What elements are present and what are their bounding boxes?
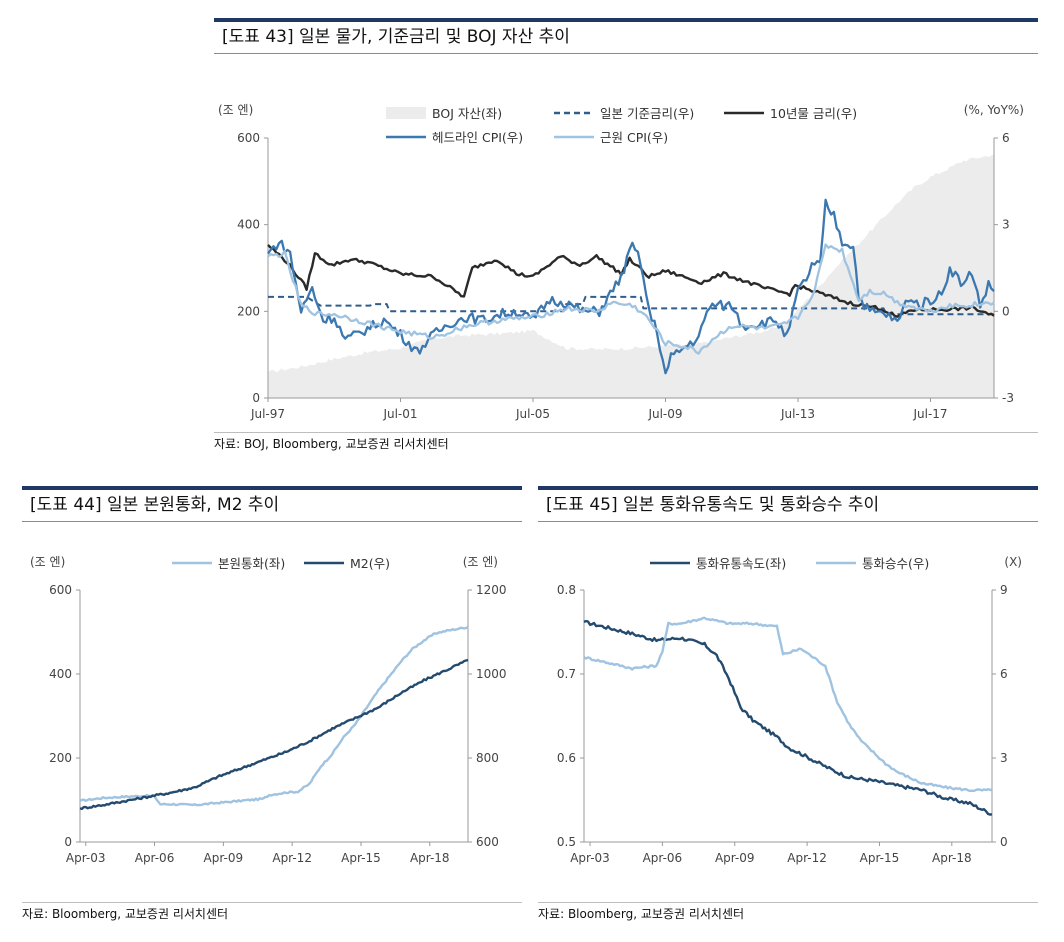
figure-45-title: [도표 45] 일본 통화유통속도 및 통화승수 추이 xyxy=(538,486,1038,522)
legend-label-headline: 헤드라인 CPI(우) xyxy=(432,130,523,145)
x-tick-label: Apr-12 xyxy=(787,851,827,865)
figure-43-chart: 0 200 400 600 -3 0 3 6 Jul-97 Jul-01 Jul-05 Jul-09 J… xyxy=(218,103,1024,421)
figure-45-source: 자료: Bloomberg, 교보증권 리서치센터 xyxy=(538,902,1038,927)
x-tick-label: Apr-09 xyxy=(715,851,755,865)
x-tick-label: Apr-18 xyxy=(410,851,450,865)
x-tick-label: Jul-13 xyxy=(780,407,815,421)
series-velocity-line xyxy=(583,619,993,816)
left-tick-label: 600 xyxy=(49,583,72,597)
legend-label-jgb10: 10년물 금리(우) xyxy=(770,106,857,121)
left-tick-label: 0.6 xyxy=(557,751,576,765)
left-tick-label: 600 xyxy=(237,131,260,145)
left-tick-label: 0.8 xyxy=(557,583,576,597)
right-unit-label: (조 엔) xyxy=(463,555,498,569)
figure-44-chart: 0 200 400 600 600 800 1000 1200 Apr-03 Apr-06 Apr-… xyxy=(30,555,507,865)
right-tick-label: 6 xyxy=(1000,667,1008,681)
legend-label-base: 본원통화(좌) xyxy=(218,556,285,571)
legend-label-velocity: 통화유통속도(좌) xyxy=(696,556,786,571)
x-tick-label: Jul-05 xyxy=(515,407,550,421)
x-tick-label: Apr-03 xyxy=(570,851,610,865)
right-unit-label: (X) xyxy=(1004,555,1022,569)
figure-45-axes: 0.5 0.6 0.7 0.8 0 3 6 9 Apr-03 Apr-06 Apr-09 Apr-12… xyxy=(557,555,1022,865)
legend-label-m2: M2(우) xyxy=(350,556,390,571)
legend-label-policy: 일본 기준금리(우) xyxy=(600,106,694,121)
series-headline-line xyxy=(267,198,995,375)
x-tick-label: Apr-18 xyxy=(932,851,972,865)
x-tick-label: Apr-09 xyxy=(204,851,244,865)
left-tick-label: 400 xyxy=(49,667,72,681)
right-tick-label: -3 xyxy=(1002,391,1014,405)
right-tick-label: 0 xyxy=(1000,835,1008,849)
right-tick-label: 6 xyxy=(1002,131,1010,145)
right-tick-label: 600 xyxy=(476,835,499,849)
x-tick-label: Apr-12 xyxy=(272,851,312,865)
x-tick-label: Jul-17 xyxy=(912,407,947,421)
figure-43-source: 자료: BOJ, Bloomberg, 교보증권 리서치센터 xyxy=(214,432,1038,457)
legend-label-core: 근원 CPI(우) xyxy=(600,130,668,145)
left-tick-label: 0 xyxy=(252,391,260,405)
left-unit-label: (조 엔) xyxy=(30,555,65,569)
right-tick-label: 1200 xyxy=(476,583,507,597)
x-tick-label: Jul-97 xyxy=(250,407,285,421)
left-tick-label: 200 xyxy=(49,751,72,765)
figure-43-axes: 0 200 400 600 -3 0 3 6 Jul-97 Jul-01 Jul-05 Jul-09 J… xyxy=(218,103,1024,421)
right-tick-label: 3 xyxy=(1000,751,1008,765)
series-core-line xyxy=(267,243,995,355)
figure-44-title: [도표 44] 일본 본원통화, M2 추이 xyxy=(22,486,522,522)
series-m2-line xyxy=(79,658,469,811)
figure-43-panel: [도표 43] 일본 물가, 기준금리 및 BOJ 자산 추이 0 200 400 6… xyxy=(214,18,1038,460)
figure-44-source: 자료: Bloomberg, 교보증권 리서치센터 xyxy=(22,902,522,927)
right-tick-label: 800 xyxy=(476,751,499,765)
series-base-line xyxy=(79,625,469,807)
left-tick-label: 400 xyxy=(237,218,260,232)
x-tick-label: Apr-06 xyxy=(643,851,683,865)
left-tick-label: 0 xyxy=(64,835,72,849)
legend-label-multiplier: 통화승수(우) xyxy=(862,556,929,571)
series-jgb10-line xyxy=(267,244,995,318)
right-tick-label: 0 xyxy=(1002,304,1010,318)
series-asset-area xyxy=(268,154,994,398)
right-tick-label: 9 xyxy=(1000,583,1008,597)
figure-43-title: [도표 43] 일본 물가, 기준금리 및 BOJ 자산 추이 xyxy=(214,18,1038,54)
series-policy-line xyxy=(268,295,994,316)
figure-45-panel: [도표 45] 일본 통화유통속도 및 통화승수 추이 0.5 0.6 0.7 0.8… xyxy=(538,486,1038,928)
left-tick-label: 0.5 xyxy=(557,835,576,849)
figure-44-axes: 0 200 400 600 600 800 1000 1200 Apr-03 Apr-06 Apr-… xyxy=(30,555,507,865)
x-tick-label: Apr-06 xyxy=(135,851,175,865)
figure-45-chart: 0.5 0.6 0.7 0.8 0 3 6 9 Apr-03 Apr-06 Apr-09 Apr-12… xyxy=(557,555,1022,865)
right-unit-label: (%, YoY%) xyxy=(964,103,1024,117)
left-tick-label: 200 xyxy=(237,304,260,318)
x-tick-label: Apr-03 xyxy=(66,851,106,865)
right-tick-label: 3 xyxy=(1002,218,1010,232)
left-tick-label: 0.7 xyxy=(557,667,576,681)
x-tick-label: Jul-01 xyxy=(382,407,417,421)
right-tick-label: 1000 xyxy=(476,667,507,681)
figure-44-panel: [도표 44] 일본 본원통화, M2 추이 0 200 400 600 600 800 1… xyxy=(22,486,522,928)
series-multiplier-line xyxy=(583,616,993,793)
legend-label-asset: BOJ 자산(좌) xyxy=(432,106,502,121)
x-tick-label: Jul-09 xyxy=(647,407,682,421)
x-tick-label: Apr-15 xyxy=(860,851,900,865)
x-tick-label: Apr-15 xyxy=(341,851,381,865)
legend-swatch-asset xyxy=(386,107,426,119)
left-unit-label: (조 엔) xyxy=(218,103,253,117)
